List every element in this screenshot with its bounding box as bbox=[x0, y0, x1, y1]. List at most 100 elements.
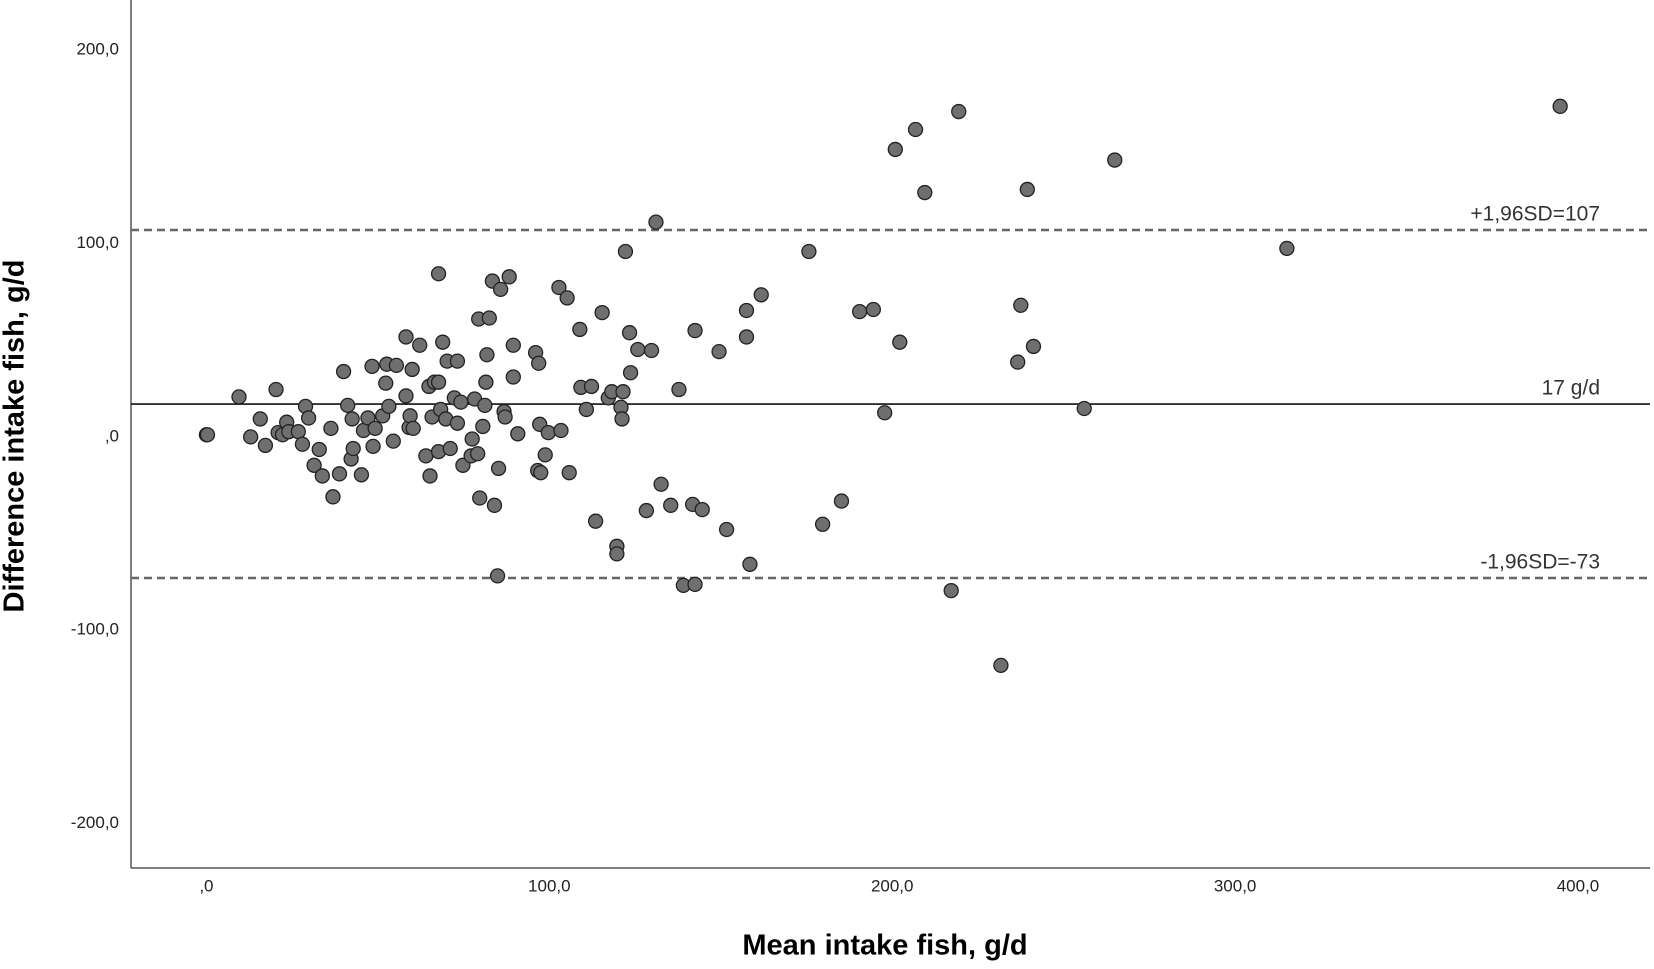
data-point bbox=[381, 398, 397, 415]
data-point bbox=[489, 568, 506, 584]
data-point bbox=[478, 374, 494, 390]
x-tick-label: ,0 bbox=[199, 876, 213, 895]
data-point bbox=[345, 440, 361, 457]
data-point bbox=[481, 310, 497, 326]
data-point bbox=[694, 501, 710, 518]
data-point bbox=[501, 269, 517, 285]
y-axis-title: Difference intake fish, g/d bbox=[0, 260, 31, 613]
data-point bbox=[887, 141, 903, 158]
data-point bbox=[398, 388, 414, 404]
data-point bbox=[353, 467, 370, 483]
data-point bbox=[378, 375, 394, 391]
data-point bbox=[268, 381, 284, 398]
data-point bbox=[505, 337, 521, 353]
data-point bbox=[1552, 98, 1568, 114]
data-point bbox=[943, 582, 959, 599]
data-point bbox=[398, 329, 414, 345]
data-point bbox=[430, 266, 447, 282]
data-point bbox=[430, 374, 447, 390]
data-point bbox=[311, 441, 327, 458]
data-point bbox=[294, 436, 311, 452]
data-point bbox=[331, 466, 348, 482]
data-point bbox=[917, 184, 933, 201]
data-point bbox=[671, 381, 687, 398]
y-tick-label: 100,0 bbox=[76, 233, 119, 252]
data-point bbox=[643, 342, 660, 359]
data-point bbox=[364, 358, 380, 374]
data-point bbox=[615, 384, 631, 400]
data-point bbox=[388, 357, 405, 374]
data-point bbox=[365, 438, 381, 455]
data-point bbox=[587, 513, 604, 529]
data-point bbox=[252, 411, 268, 427]
data-point bbox=[323, 420, 339, 437]
data-point bbox=[559, 290, 575, 306]
data-point bbox=[907, 121, 924, 138]
data-point bbox=[470, 446, 486, 462]
reference-label: -1,96SD=-73 bbox=[1480, 551, 1600, 574]
y-tick-label: -100,0 bbox=[71, 620, 119, 639]
data-point bbox=[367, 420, 383, 437]
data-point bbox=[475, 418, 491, 435]
data-point bbox=[199, 427, 216, 443]
data-point bbox=[537, 447, 553, 463]
x-tick-label: 200,0 bbox=[871, 876, 914, 895]
data-point bbox=[449, 415, 466, 431]
x-tick-label: 400,0 bbox=[1557, 876, 1600, 895]
data-point bbox=[738, 302, 755, 319]
data-point bbox=[663, 497, 679, 513]
data-point bbox=[540, 424, 556, 441]
data-point bbox=[609, 546, 625, 562]
data-point bbox=[325, 489, 341, 505]
data-point bbox=[243, 429, 259, 445]
data-point bbox=[492, 281, 509, 298]
reference-label: +1,96SD=107 bbox=[1470, 203, 1600, 226]
data-point bbox=[453, 394, 469, 410]
data-point bbox=[1076, 400, 1092, 417]
data-point bbox=[1025, 338, 1042, 355]
data-point bbox=[614, 411, 630, 427]
data-point bbox=[505, 369, 521, 385]
data-point bbox=[687, 576, 703, 593]
data-point bbox=[572, 321, 588, 338]
data-point bbox=[742, 556, 758, 572]
data-point bbox=[290, 424, 306, 440]
data-point bbox=[877, 405, 893, 421]
data-point bbox=[422, 468, 438, 484]
data-point bbox=[335, 363, 352, 380]
data-point bbox=[617, 243, 634, 260]
data-point bbox=[833, 493, 850, 509]
data-point bbox=[486, 497, 503, 513]
data-point bbox=[621, 325, 638, 341]
data-point bbox=[951, 103, 967, 120]
data-point bbox=[510, 426, 526, 442]
data-point bbox=[1013, 297, 1029, 313]
data-point bbox=[385, 433, 401, 449]
data-point bbox=[404, 361, 420, 378]
data-point bbox=[561, 465, 577, 481]
data-point bbox=[435, 334, 451, 350]
data-point bbox=[753, 287, 769, 303]
data-point bbox=[1010, 354, 1026, 370]
data-point bbox=[738, 329, 755, 345]
data-point bbox=[314, 468, 330, 484]
data-point bbox=[533, 465, 549, 481]
data-point bbox=[479, 347, 495, 363]
data-point bbox=[449, 353, 466, 369]
data-point bbox=[477, 397, 493, 414]
data-point bbox=[551, 279, 567, 296]
data-point bbox=[648, 214, 664, 230]
data-point bbox=[553, 422, 569, 439]
y-tick-label: ,0 bbox=[105, 426, 119, 445]
data-point bbox=[231, 389, 247, 405]
data-point bbox=[442, 440, 458, 457]
data-point bbox=[490, 460, 507, 477]
data-point bbox=[1279, 240, 1295, 257]
data-point bbox=[402, 408, 418, 424]
data-point bbox=[814, 516, 831, 532]
data-point bbox=[892, 334, 908, 350]
data-point bbox=[993, 657, 1009, 674]
data-point bbox=[865, 301, 882, 318]
data-point bbox=[801, 243, 817, 260]
